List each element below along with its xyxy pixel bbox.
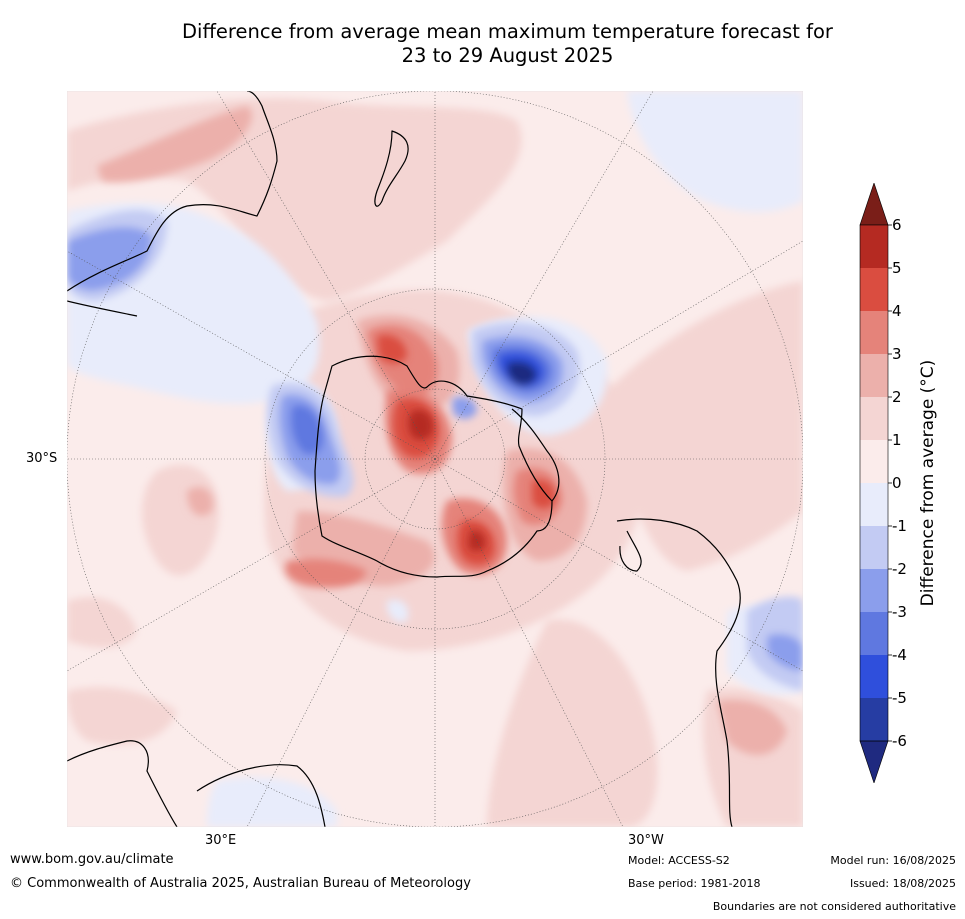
colorbar-bin — [860, 698, 888, 741]
cold-anomaly-south-america — [747, 596, 803, 691]
colorbar-bin — [860, 225, 888, 268]
colorbar-tick-label: -6 — [892, 732, 907, 750]
footer-model: Model: ACCESS-S2 — [628, 854, 730, 867]
antarctic-peninsula-coastline — [511, 408, 560, 502]
colorbar-bin — [860, 526, 888, 569]
colorbar-tick-label: 1 — [892, 431, 902, 449]
southern-africa-coastline — [67, 740, 326, 827]
new-zealand-coastline — [374, 130, 409, 207]
lon-label-30w: 30°W — [628, 833, 664, 848]
footer-model-run: Model run: 16/08/2025 — [830, 854, 956, 867]
antarctica-coastline — [314, 355, 553, 578]
colorbar-tick-label: -1 — [892, 517, 907, 535]
colorbar-under-triangle — [859, 740, 889, 784]
colorbar-tick-label: 3 — [892, 345, 902, 363]
colorbar-bin — [860, 440, 888, 483]
footer-copyright: © Commonwealth of Australia 2025, Austra… — [10, 876, 471, 891]
colorbar-tick-label: 2 — [892, 388, 902, 406]
colorbar-tick-label: 4 — [892, 302, 902, 320]
cold-anomaly-weddell — [452, 322, 580, 419]
anomaly-5-to-6 — [408, 409, 486, 552]
colorbar-tick-label: 5 — [892, 259, 902, 277]
footer-disclaimer: Boundaries are not considered authoritat… — [712, 900, 956, 913]
colorbar-over-triangle — [859, 182, 889, 226]
graticule — [67, 91, 803, 827]
australia-coastline — [67, 91, 278, 317]
colorbar-title: Difference from average (°C) — [918, 359, 938, 607]
colorbar-tick-label: -2 — [892, 560, 907, 578]
map-title: Difference from average mean maximum tem… — [0, 20, 965, 68]
colorbar-bin — [860, 483, 888, 526]
colorbar-tick-label: -5 — [892, 689, 907, 707]
footer-url[interactable]: www.bom.gov.au/climate — [10, 852, 174, 867]
colorbar-bin — [860, 268, 888, 311]
south-america-coastline — [616, 518, 741, 827]
colorbar-graphic: 6 5 4 3 2 1 0 -1 -2 -3 -4 -5 -6 — [859, 182, 907, 784]
colorbar-tick-label: -4 — [892, 646, 907, 664]
anomaly-map — [67, 91, 803, 827]
title-line-2: 23 to 29 August 2025 — [401, 44, 614, 67]
title-line-1: Difference from average mean maximum tem… — [182, 20, 833, 43]
cold-anomaly-northwest — [67, 210, 167, 301]
lat-label-30s: 30°S — [26, 451, 58, 466]
coastlines — [67, 91, 741, 827]
colorbar-tick-label: -3 — [892, 603, 907, 621]
colorbar-bin — [860, 569, 888, 612]
colorbar-bin — [860, 354, 888, 397]
colorbar-tick-label: 0 — [892, 474, 902, 492]
colorbar-bin — [860, 655, 888, 698]
lon-label-30e: 30°E — [205, 833, 237, 848]
colorbar: 6 5 4 3 2 1 0 -1 -2 -3 -4 -5 -6 — [858, 182, 965, 784]
anomaly-field — [67, 91, 803, 827]
colorbar-bin — [860, 397, 888, 440]
footer-base-period: Base period: 1981-2018 — [628, 877, 761, 890]
colorbar-bin — [860, 311, 888, 354]
colorbar-bin — [860, 612, 888, 655]
footer-issued: Issued: 18/08/2025 — [849, 877, 956, 890]
colorbar-tick-label: 6 — [892, 216, 902, 234]
cold-anomaly-indian-ocean — [267, 382, 354, 497]
